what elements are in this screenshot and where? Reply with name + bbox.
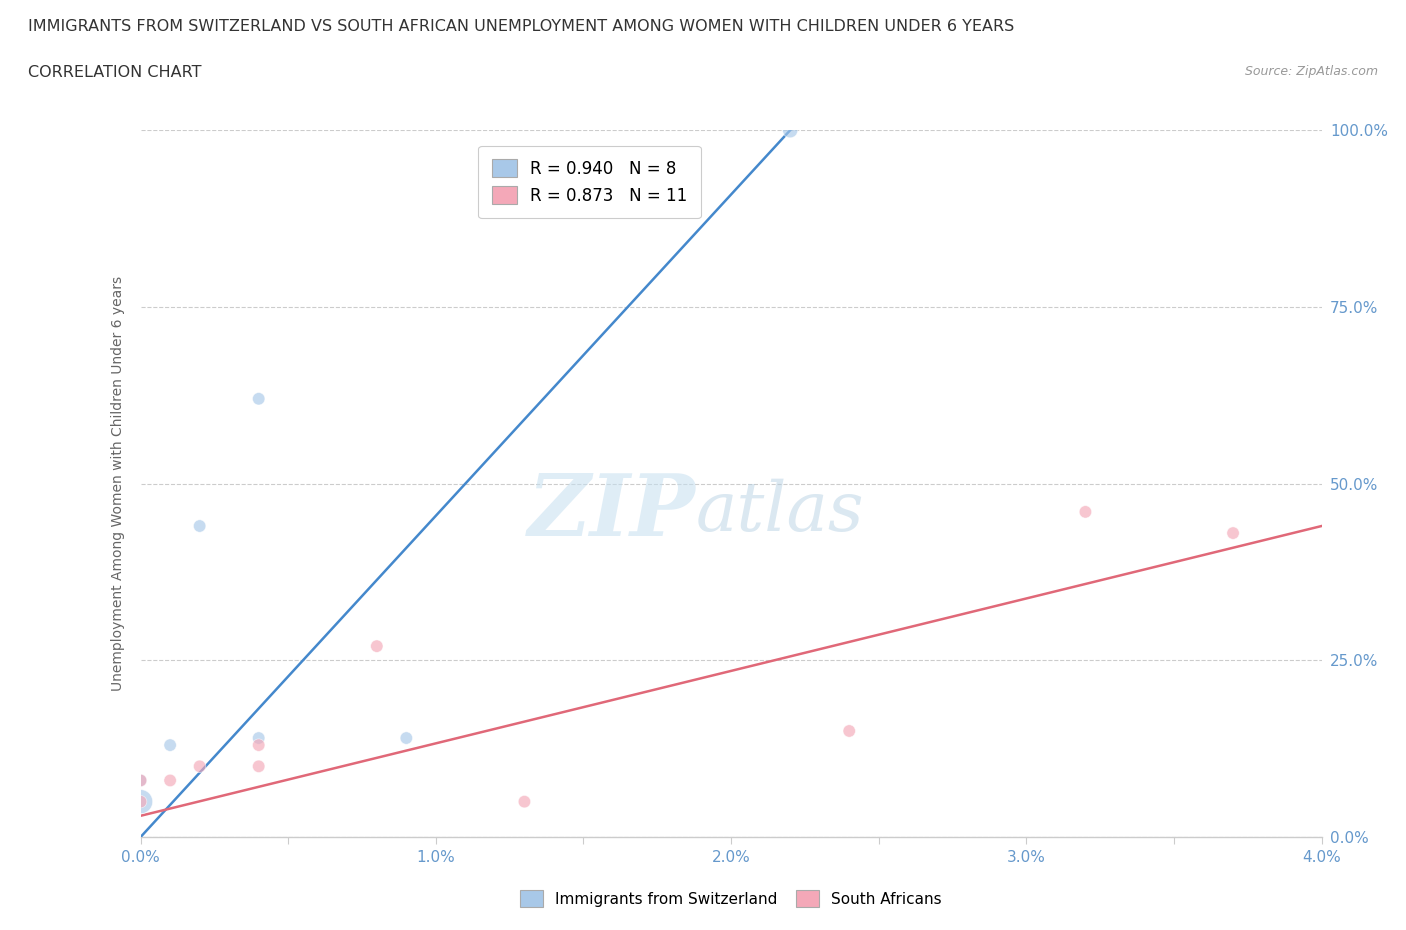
Point: [129, 773, 152, 788]
Text: CORRELATION CHART: CORRELATION CHART: [28, 65, 201, 80]
Legend: R = 0.940   N = 8, R = 0.873   N = 11: R = 0.940 N = 8, R = 0.873 N = 11: [478, 146, 700, 218]
Point: [188, 759, 211, 774]
Point: [188, 519, 211, 534]
Point: [779, 123, 801, 138]
Point: [129, 773, 152, 788]
Point: [159, 737, 181, 752]
Point: [159, 773, 181, 788]
Text: Source: ZipAtlas.com: Source: ZipAtlas.com: [1244, 65, 1378, 78]
Text: ZIP: ZIP: [527, 471, 696, 553]
Text: atlas: atlas: [696, 478, 865, 545]
Point: [1074, 504, 1097, 519]
Point: [247, 737, 270, 752]
Point: [129, 794, 152, 809]
Point: [129, 794, 152, 809]
Y-axis label: Unemployment Among Women with Children Under 6 years: Unemployment Among Women with Children U…: [111, 276, 125, 691]
Point: [1222, 525, 1244, 540]
Point: [247, 759, 270, 774]
Point: [513, 794, 536, 809]
Legend: Immigrants from Switzerland, South Africans: Immigrants from Switzerland, South Afric…: [515, 884, 948, 913]
Point: [247, 731, 270, 746]
Point: [366, 639, 388, 654]
Point: [247, 392, 270, 406]
Point: [838, 724, 860, 738]
Text: IMMIGRANTS FROM SWITZERLAND VS SOUTH AFRICAN UNEMPLOYMENT AMONG WOMEN WITH CHILD: IMMIGRANTS FROM SWITZERLAND VS SOUTH AFR…: [28, 19, 1014, 33]
Point: [395, 731, 418, 746]
